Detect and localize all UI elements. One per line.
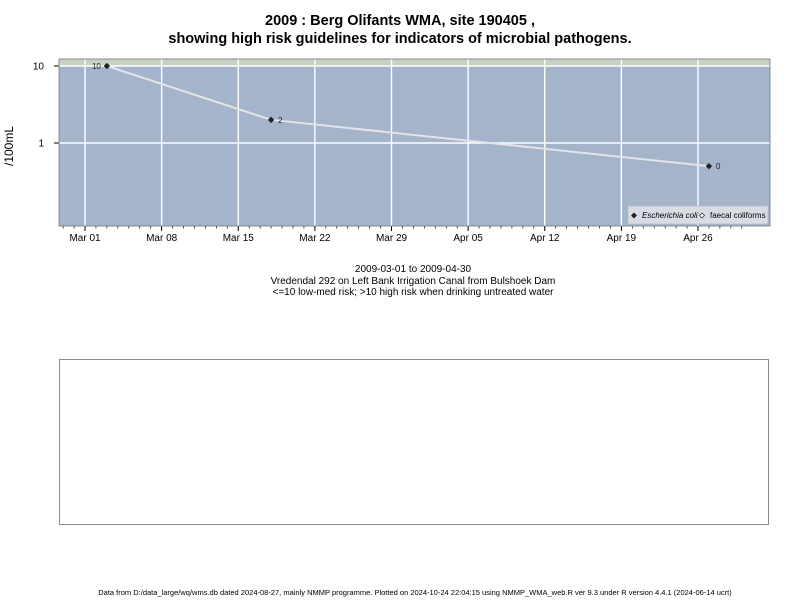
footer-note: Data from D:/data_large/wq/wms.db dated … [98, 588, 732, 597]
x-tick-label: Mar 08 [146, 233, 178, 244]
legend-label-faecal: faecal coliforms [710, 211, 766, 220]
y-tick-label: 10 [33, 62, 45, 73]
data-point [267, 116, 275, 124]
legend-key-ecoli [631, 212, 637, 219]
x-tick-label: Apr 19 [607, 233, 637, 244]
x-tick-label: Mar 01 [69, 233, 101, 244]
x-tick-label: Mar 29 [376, 233, 408, 244]
chart-svg: Mar 01 Mar 08 Mar 15 Mar 22 Mar 29 Apr 05 Apr … [33, 58, 771, 244]
data-point-label: 10 [92, 62, 101, 71]
legend-box [627, 205, 769, 225]
legend-key-faecal [699, 212, 705, 219]
risk-note-caption: <=10 low-med risk; >10 high risk when dr… [272, 287, 554, 298]
chart-title-line1: 2009 : Berg Olifants WMA, site 190405 , [265, 13, 535, 29]
x-tick-label: Mar 15 [223, 233, 255, 244]
legend-label-ecoli: Escherichia coli [642, 211, 698, 220]
x-tick-label: Mar 22 [299, 233, 331, 244]
data-point [705, 162, 713, 170]
empty-secondary-panel [59, 359, 769, 525]
date-range-caption: 2009-03-01 to 2009-04-30 [354, 264, 472, 275]
data-point-label: 2 [278, 116, 283, 125]
data-point-label: 0 [716, 162, 721, 171]
data-point [103, 62, 111, 70]
chart-title-line2: showing high risk guidelines for indicat… [168, 31, 632, 47]
high-risk-band [59, 59, 770, 66]
x-tick-label: Apr 05 [453, 233, 483, 244]
plot-frame [58, 58, 771, 227]
y-tick-label: 1 [38, 139, 44, 150]
site-caption: Vredendal 292 on Left Bank Irrigation Ca… [270, 276, 556, 287]
x-tick-label: Apr 12 [530, 233, 560, 244]
x-tick-label: Apr 26 [683, 233, 713, 244]
